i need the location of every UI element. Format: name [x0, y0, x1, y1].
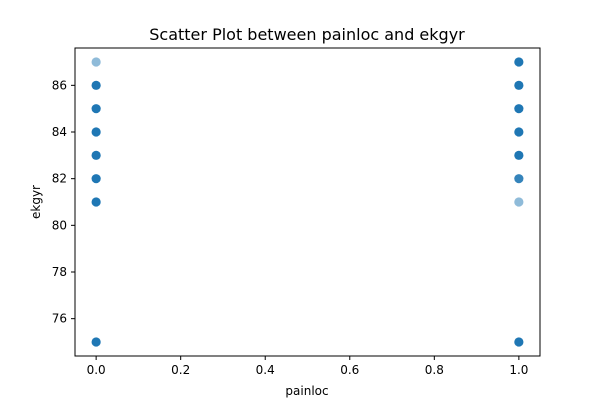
- plot-frame: [74, 47, 541, 357]
- scatter-point: [91, 174, 101, 184]
- scatter-point: [514, 150, 524, 160]
- scatter-point: [91, 150, 101, 160]
- x-axis-ticks: 0.0 0.2 0.4 0.6 0.8 1.0: [87, 356, 528, 377]
- y-axis-ticks: 76 78 80 82 84 86: [52, 78, 75, 326]
- y-tick-label: 84: [52, 125, 67, 139]
- y-tick-label: 80: [52, 218, 67, 232]
- scatter-point: [514, 337, 524, 347]
- x-tick-label: 0.4: [256, 363, 275, 377]
- x-tick-label: 0.8: [425, 363, 444, 377]
- scatter-point: [514, 197, 524, 207]
- chart-title: Scatter Plot between painloc and ekgyr: [149, 25, 465, 44]
- scatter-point: [514, 57, 524, 67]
- y-tick-label: 82: [52, 172, 67, 186]
- x-tick-label: 0.2: [171, 363, 190, 377]
- scatter-point: [91, 57, 101, 67]
- x-tick-label: 1.0: [509, 363, 528, 377]
- x-tick-label: 0.6: [340, 363, 359, 377]
- scatter-point: [91, 197, 101, 207]
- x-axis-label: painloc: [285, 384, 328, 398]
- scatter-point: [514, 104, 524, 114]
- scatter-point: [91, 127, 101, 137]
- y-tick-label: 76: [52, 312, 67, 326]
- scatter-point: [91, 337, 101, 347]
- scatter-point: [514, 127, 524, 137]
- scatter-point: [91, 80, 101, 90]
- y-tick-label: 86: [52, 78, 67, 92]
- scatter-point: [514, 174, 524, 184]
- scatter-point: [91, 104, 101, 114]
- scatter-point: [514, 80, 524, 90]
- y-tick-label: 78: [52, 265, 67, 279]
- y-axis-label: ekgyr: [29, 185, 43, 219]
- points-layer: [91, 57, 524, 347]
- x-tick-label: 0.0: [87, 363, 106, 377]
